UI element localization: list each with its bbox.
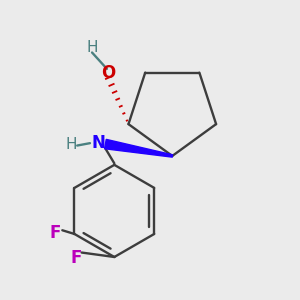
Text: H: H xyxy=(86,40,98,55)
Text: H: H xyxy=(65,136,77,152)
Text: O: O xyxy=(101,64,116,82)
Text: F: F xyxy=(70,250,81,268)
Polygon shape xyxy=(105,140,172,157)
Text: F: F xyxy=(49,224,61,242)
Text: N: N xyxy=(91,134,105,152)
